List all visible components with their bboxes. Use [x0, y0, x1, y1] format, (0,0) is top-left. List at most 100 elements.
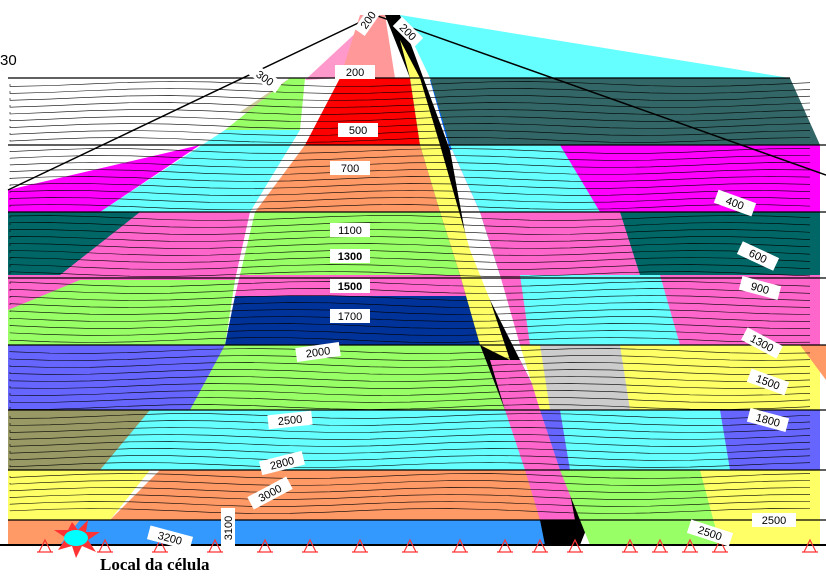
support-icon — [152, 538, 168, 553]
contour-label-bg — [741, 327, 783, 359]
contour-label-text: 2500 — [277, 414, 303, 428]
support-icon — [302, 538, 318, 553]
contour-line — [9, 183, 811, 189]
contour-line — [9, 295, 811, 301]
cell-caption: Local da célula — [100, 555, 210, 574]
contour-line — [9, 137, 811, 143]
support-icon — [402, 538, 418, 553]
contour-line — [9, 309, 811, 315]
contour-line — [9, 427, 811, 433]
contour-label-bg — [267, 410, 313, 430]
contour-line — [9, 215, 811, 221]
contour-label: 1800 — [746, 408, 790, 432]
contour-line — [9, 494, 811, 500]
base-supports — [37, 538, 818, 553]
contour-label: 2800 — [258, 450, 306, 476]
contour-label-bg — [330, 309, 370, 323]
contour-label: 2500 — [752, 513, 796, 527]
contour-line — [9, 243, 811, 249]
support-icon — [97, 538, 113, 553]
contour-label-text: 1300 — [338, 251, 362, 263]
support-icon — [567, 538, 583, 553]
support-icon — [497, 538, 513, 553]
left-band-pink-b — [8, 280, 80, 310]
contour-line — [9, 155, 811, 161]
contour-line — [9, 369, 811, 375]
contour-line — [9, 420, 811, 426]
contour-line — [9, 169, 811, 175]
contour-label-text: 700 — [341, 163, 359, 175]
contour-label: 1700 — [330, 309, 370, 323]
contour-label-text: 500 — [349, 125, 367, 137]
contour-label-text: 2500 — [762, 515, 786, 527]
right-band-top — [400, 15, 790, 78]
contour-line — [9, 455, 811, 461]
contour-line — [9, 250, 811, 256]
core-band-green-2 — [190, 345, 505, 410]
contour-line — [9, 330, 811, 336]
contour-line — [9, 176, 811, 182]
contour-label-bg — [221, 508, 235, 548]
contour-label: 900 — [738, 276, 782, 300]
contour-line — [9, 397, 811, 403]
contour-line — [9, 264, 811, 270]
contour-label-bg — [330, 279, 370, 293]
contour-label-bg — [686, 519, 734, 547]
contour-line — [9, 109, 811, 115]
contour-label: 3100 — [221, 508, 235, 548]
contour-label-bg — [258, 450, 306, 476]
contour-label: 1500 — [330, 279, 370, 293]
left-band-3 — [100, 130, 300, 212]
left-band-green — [8, 280, 235, 345]
contour-line — [9, 473, 811, 479]
contour-label-text: 400 — [724, 195, 745, 213]
filter-yellow — [400, 40, 510, 360]
contour-label-bg — [746, 408, 790, 432]
contour-line — [9, 281, 811, 287]
contour-line — [9, 355, 811, 361]
contour-line — [9, 102, 811, 108]
contour-label-text: 1700 — [338, 311, 362, 323]
contour-label-bg — [335, 65, 375, 79]
contour-line — [9, 197, 811, 203]
contour-label-bg — [354, 3, 382, 37]
support-icon — [352, 538, 368, 553]
contour-line — [9, 130, 811, 136]
cell-icon — [64, 530, 88, 546]
contour-line — [9, 88, 811, 94]
contour-label-bg — [736, 241, 780, 271]
contour-label: 400 — [713, 189, 757, 217]
contour-label: 500 — [338, 123, 378, 137]
support-icon — [622, 538, 638, 553]
contour-label-bg — [247, 476, 293, 510]
left-flank-bands — [8, 15, 375, 545]
contour-label: 700 — [330, 161, 370, 175]
contour-line — [9, 362, 811, 368]
contour-line — [9, 302, 811, 308]
core-band-cyan — [160, 410, 530, 470]
support-icon — [207, 538, 223, 553]
contour-line — [9, 123, 811, 129]
contour-line — [9, 162, 811, 168]
edge-label: 30 — [0, 52, 17, 69]
contour-line — [9, 508, 811, 514]
contour-line — [9, 383, 811, 389]
contour-label: 1100 — [330, 223, 370, 237]
contour-line — [9, 81, 811, 87]
contour-label: 200 — [335, 65, 375, 79]
cell-location-marker — [54, 520, 100, 558]
right-band-orange-tip — [800, 345, 826, 380]
core-band-orange-2 — [110, 470, 545, 520]
contour-line — [9, 501, 811, 507]
left-band-blue — [8, 345, 225, 410]
support-icon — [37, 538, 53, 553]
contour-line — [9, 316, 811, 322]
right-flank-bands — [400, 15, 826, 545]
contour-label-text: 1100 — [338, 225, 362, 237]
contour-line — [9, 148, 811, 154]
filter-pink — [490, 360, 575, 520]
right-band-pink — [480, 212, 640, 275]
contour-line — [9, 257, 811, 263]
support-icon — [532, 538, 548, 553]
